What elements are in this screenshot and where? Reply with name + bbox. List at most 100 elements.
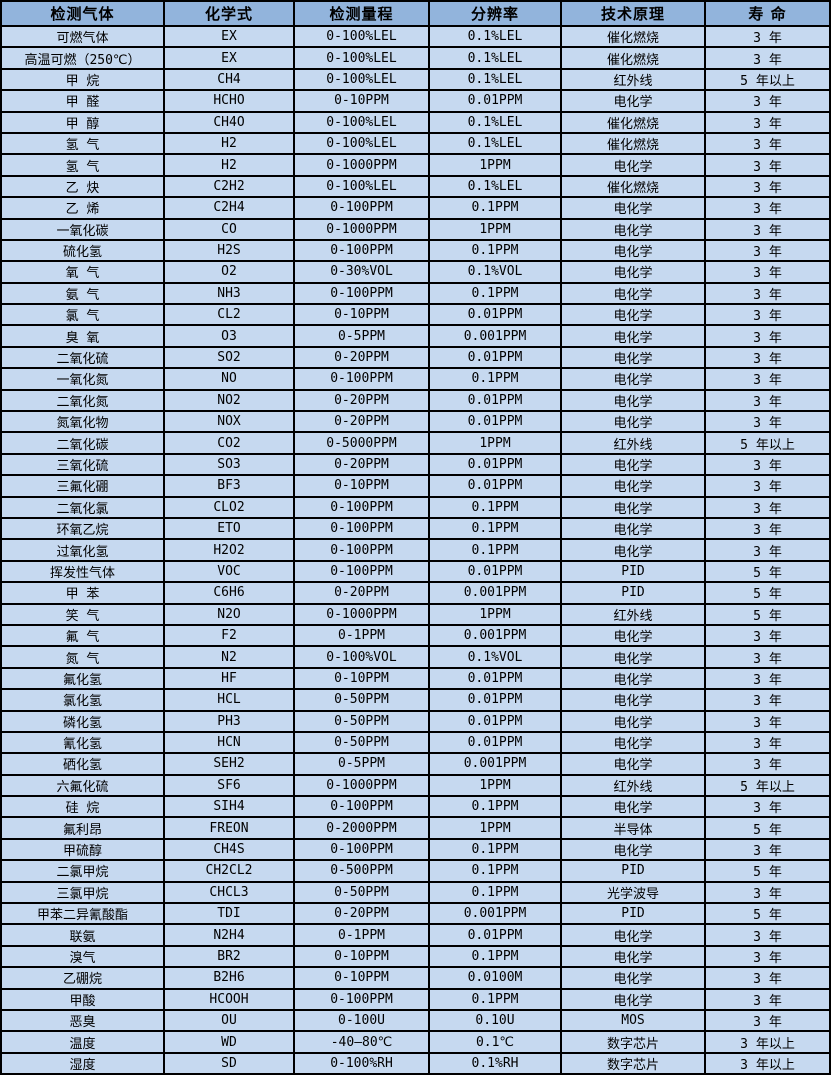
table-row: 乙硼烷 B2H6 0-10PPM 0.0100M 电化学 3 年	[0, 966, 831, 990]
cell-resolution: 0.1%LEL	[428, 67, 562, 92]
cell-gas-name: 磷化氢	[0, 709, 165, 733]
cell-formula: N2H4	[163, 923, 295, 947]
cell-principle: MOS	[560, 1008, 706, 1033]
cell-gas-name: 氨 气	[0, 281, 165, 306]
cell-lifespan: 3 年	[704, 474, 831, 498]
cell-range: 0-100PPM	[293, 795, 430, 819]
cell-resolution: 1PPM	[428, 773, 562, 798]
header-principle: 技术原理	[560, 0, 706, 27]
cell-resolution: 0.1%LEL	[428, 110, 562, 134]
cell-gas-name: 氟 气	[0, 623, 165, 648]
cell-range: 0-100PPM	[293, 837, 430, 862]
cell-resolution: 0.001PPM	[428, 752, 562, 776]
cell-formula: CHCL3	[163, 880, 295, 905]
cell-lifespan: 3 年	[704, 666, 831, 691]
table-row: 二氯甲烷 CH2CL2 0-500PPM 0.1PPM PID 5 年	[0, 859, 831, 883]
cell-range: 0-100PPM	[293, 516, 430, 541]
cell-gas-name: 氟化氢	[0, 666, 165, 691]
table-row: 笑 气 N2O 0-1000PPM 1PPM 红外线 5 年	[0, 602, 831, 626]
cell-principle: 电化学	[560, 495, 706, 520]
cell-lifespan: 3 年	[704, 730, 831, 755]
cell-gas-name: 甲 醇	[0, 110, 165, 134]
cell-principle: 电化学	[560, 281, 706, 306]
cell-range: 0-10PPM	[293, 89, 430, 113]
cell-range: 0-10PPM	[293, 944, 430, 969]
cell-principle: 电化学	[560, 324, 706, 348]
cell-principle: 电化学	[560, 987, 706, 1011]
cell-range: 0-30%VOL	[293, 260, 430, 284]
cell-range: 0-10PPM	[293, 474, 430, 498]
cell-range: 0-10PPM	[293, 666, 430, 691]
cell-principle: 电化学	[560, 666, 706, 691]
cell-formula: F2	[163, 623, 295, 648]
cell-range: 0-100PPM	[293, 538, 430, 562]
table-row: 甲 烷 CH4 0-100%LEL 0.1%LEL 红外线 5 年以上	[0, 67, 831, 92]
cell-lifespan: 3 年	[704, 987, 831, 1011]
cell-range: 0-100PPM	[293, 281, 430, 306]
cell-gas-name: 恶臭	[0, 1008, 165, 1033]
cell-range: 0-100%LEL	[293, 131, 430, 156]
cell-formula: N2	[163, 645, 295, 669]
cell-lifespan: 3 年	[704, 495, 831, 520]
cell-range: 0-500PPM	[293, 859, 430, 883]
cell-gas-name: 氢 气	[0, 131, 165, 156]
cell-range: 0-100PPM	[293, 367, 430, 391]
cell-range: 0-20PPM	[293, 410, 430, 434]
cell-lifespan: 3 年	[704, 196, 831, 220]
cell-gas-name: 硒化氢	[0, 752, 165, 776]
cell-gas-name: 硅 烷	[0, 795, 165, 819]
table-row: 可燃气体 EX 0-100%LEL 0.1%LEL 催化燃烧 3 年	[0, 24, 831, 49]
cell-principle: 催化燃烧	[560, 24, 706, 49]
cell-formula: HCHO	[163, 89, 295, 113]
cell-range: 0-100U	[293, 1008, 430, 1033]
cell-formula: H2O2	[163, 538, 295, 562]
table-row: 二氧化硫 SO2 0-20PPM 0.01PPM 电化学 3 年	[0, 345, 831, 370]
table-row: 硒化氢 SEH2 0-5PPM 0.001PPM 电化学 3 年	[0, 752, 831, 776]
cell-gas-name: 氯化氢	[0, 688, 165, 712]
cell-resolution: 1PPM	[428, 217, 562, 241]
table-row: 氨 气 NH3 0-100PPM 0.1PPM 电化学 3 年	[0, 281, 831, 306]
cell-lifespan: 3 年以上	[704, 1051, 831, 1075]
cell-range: 0-1000PPM	[293, 773, 430, 798]
cell-gas-name: 温度	[0, 1030, 165, 1054]
cell-formula: NOX	[163, 410, 295, 434]
cell-resolution: 1PPM	[428, 431, 562, 455]
table-row: 过氧化氢 H2O2 0-100PPM 0.1PPM 电化学 3 年	[0, 538, 831, 562]
cell-formula: SIH4	[163, 795, 295, 819]
table-row: 硫化氢 H2S 0-100PPM 0.1PPM 电化学 3 年	[0, 238, 831, 263]
cell-principle: 电化学	[560, 367, 706, 391]
cell-formula: EX	[163, 24, 295, 49]
cell-lifespan: 3 年	[704, 46, 831, 70]
cell-principle: 电化学	[560, 196, 706, 220]
cell-gas-name: 二氧化氯	[0, 495, 165, 520]
table-row: 氰化氢 HCN 0-50PPM 0.01PPM 电化学 3 年	[0, 730, 831, 755]
cell-gas-name: 氮氧化物	[0, 410, 165, 434]
cell-resolution: 0.1%VOL	[428, 645, 562, 669]
cell-lifespan: 3 年	[704, 837, 831, 862]
cell-formula: H2	[163, 153, 295, 177]
cell-lifespan: 3 年	[704, 795, 831, 819]
cell-gas-name: 二氧化氮	[0, 388, 165, 413]
cell-resolution: 1PPM	[428, 602, 562, 626]
cell-resolution: 0.01PPM	[428, 709, 562, 733]
table-row: 甲 醇 CH4O 0-100%LEL 0.1%LEL 催化燃烧 3 年	[0, 110, 831, 134]
cell-range: 0-1000PPM	[293, 217, 430, 241]
cell-range: 0-100%VOL	[293, 645, 430, 669]
cell-lifespan: 3 年	[704, 89, 831, 113]
cell-range: 0-100%LEL	[293, 110, 430, 134]
cell-formula: N2O	[163, 602, 295, 626]
cell-lifespan: 3 年	[704, 281, 831, 306]
cell-formula: CO	[163, 217, 295, 241]
cell-lifespan: 5 年	[704, 816, 831, 840]
cell-formula: SO3	[163, 452, 295, 477]
cell-formula: NO2	[163, 388, 295, 413]
cell-formula: B2H6	[163, 966, 295, 990]
cell-resolution: 0.1PPM	[428, 196, 562, 220]
header-range: 检测量程	[293, 0, 430, 27]
cell-resolution: 0.1%LEL	[428, 46, 562, 70]
cell-formula: NO	[163, 367, 295, 391]
cell-resolution: 0.1PPM	[428, 859, 562, 883]
table-row: 氯 气 CL2 0-10PPM 0.01PPM 电化学 3 年	[0, 303, 831, 327]
cell-gas-name: 可燃气体	[0, 24, 165, 49]
cell-range: 0-5PPM	[293, 752, 430, 776]
